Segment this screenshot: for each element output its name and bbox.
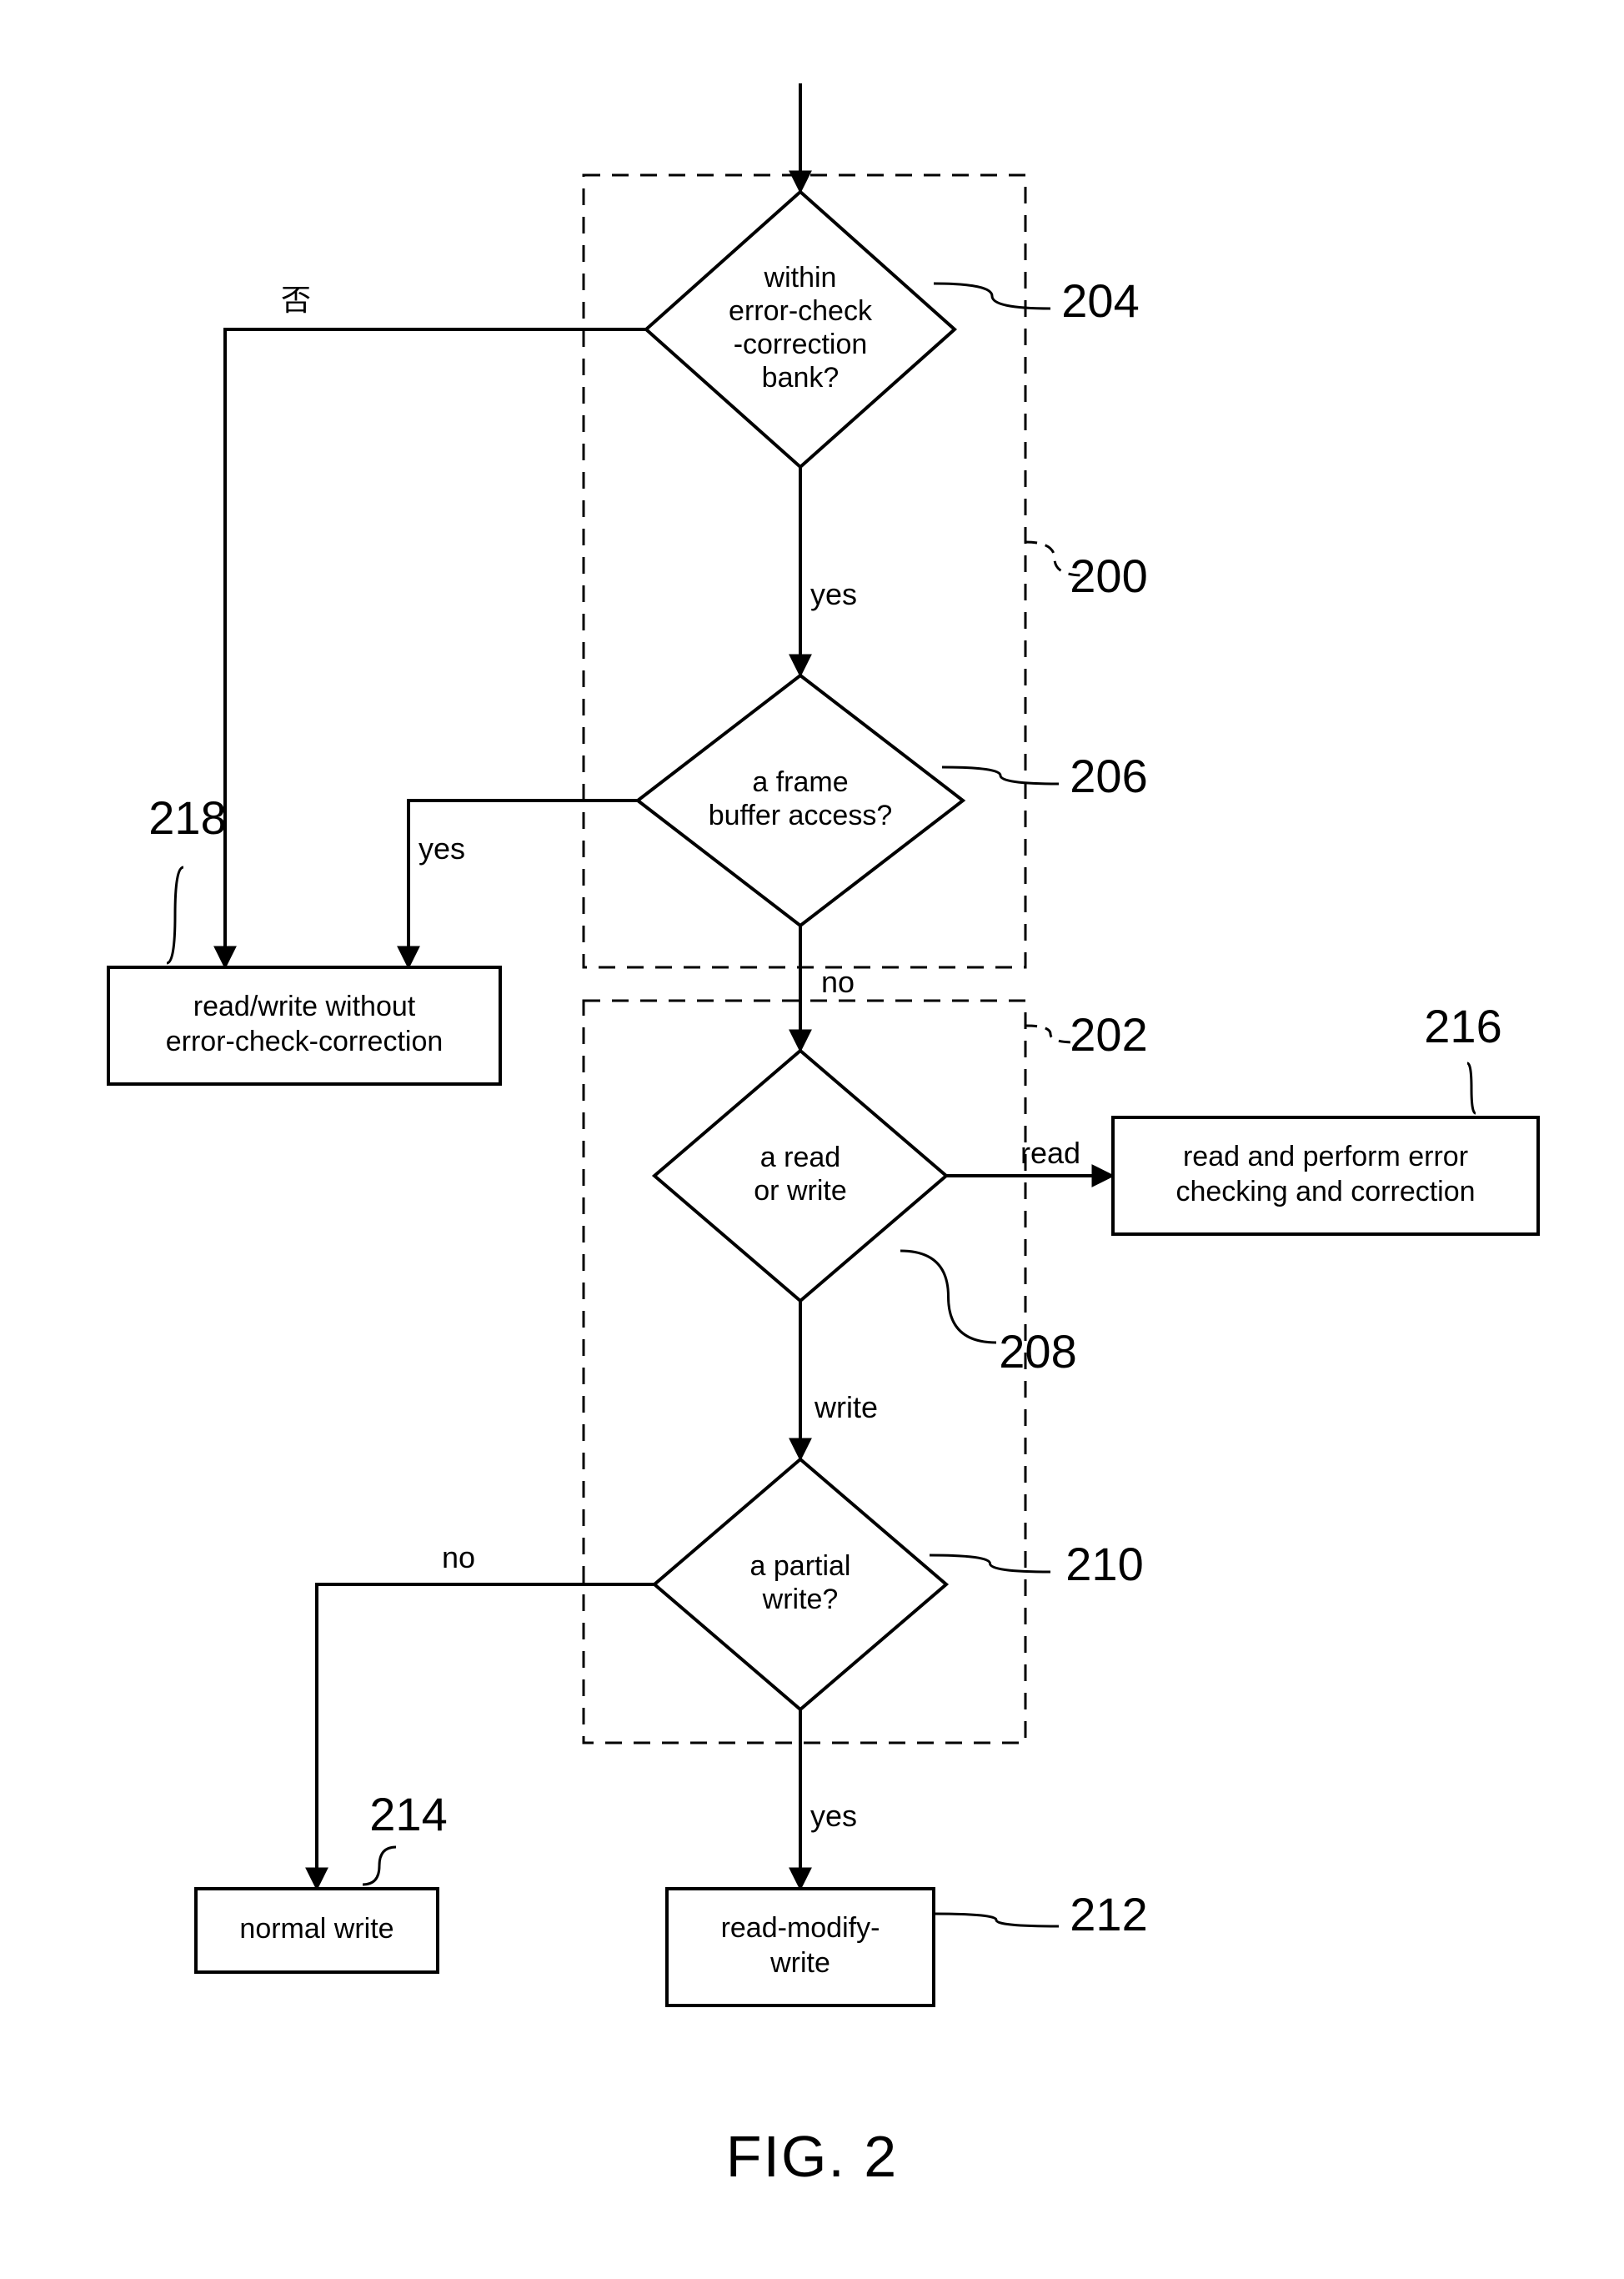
svg-text:a frame: a frame [752, 766, 848, 798]
node-d208: a reador write [654, 1051, 946, 1301]
leader-208 [900, 1251, 996, 1343]
leader-210 [930, 1555, 1050, 1572]
leader-202 [1025, 1026, 1075, 1042]
svg-text:error-check-correction: error-check-correction [166, 1026, 444, 1057]
node-p216: read and perform error checking and corre… [1113, 1117, 1538, 1234]
leader-204 [934, 284, 1050, 309]
node-p212: read-modify-write [667, 1889, 934, 2005]
leader-216 [1467, 1063, 1476, 1113]
edge-label-208-read-216: read [1020, 1136, 1080, 1170]
ref-208: 208 [999, 1325, 1076, 1378]
node-d210: a partialwrite? [654, 1459, 946, 1709]
svg-text:read/write without: read/write without [193, 991, 416, 1022]
svg-text:write: write [769, 1947, 830, 1979]
leader-206 [942, 767, 1059, 784]
leader-214 [363, 1847, 396, 1885]
svg-text:normal write: normal write [239, 1913, 393, 1945]
edge-210-no-214 [317, 1584, 654, 1889]
ref-218: 218 [148, 791, 226, 844]
edge-label-206-no-208: no [821, 965, 855, 999]
svg-text:or write: or write [754, 1175, 846, 1207]
edge-label-208-write-210: write [814, 1390, 878, 1424]
figure-label: FIG. 2 [726, 2124, 898, 2189]
svg-text:a partial: a partial [750, 1550, 851, 1582]
edge-label-204-no-218: 否 [281, 283, 311, 317]
svg-text:-correction: -correction [734, 329, 868, 360]
edge-label-204-yes-206: yes [810, 577, 857, 611]
leader-218 [167, 867, 183, 963]
svg-text:read and perform error: read and perform error [1183, 1141, 1468, 1172]
ref-200: 200 [1070, 550, 1147, 602]
node-d206: a framebuffer access? [638, 675, 963, 926]
ref-204: 204 [1061, 274, 1139, 327]
svg-text:error-check: error-check [729, 295, 873, 327]
svg-text:read-modify-: read-modify- [721, 1912, 880, 1944]
leader-212 [934, 1914, 1059, 1926]
ref-216: 216 [1424, 1000, 1501, 1052]
svg-text:within: within [764, 262, 837, 294]
ref-206: 206 [1070, 750, 1147, 802]
svg-text:checking and correction: checking and correction [1175, 1176, 1475, 1207]
svg-text:buffer access?: buffer access? [709, 800, 893, 831]
edge-206-yes-218 [409, 801, 638, 967]
svg-text:bank?: bank? [762, 362, 840, 394]
svg-text:write?: write? [762, 1584, 839, 1615]
edge-label-210-yes-212: yes [810, 1799, 857, 1833]
ref-212: 212 [1070, 1888, 1147, 1940]
edge-label-206-yes-218: yes [419, 831, 465, 866]
edge-label-210-no-214: no [442, 1540, 475, 1574]
node-d204: withinerror-check-correctionbank? [646, 192, 955, 467]
ref-214: 214 [369, 1788, 447, 1840]
svg-text:a read: a read [760, 1142, 840, 1173]
node-p218: read/write without error-check-correction [108, 967, 500, 1084]
node-p214: normal write [196, 1889, 438, 1972]
ref-202: 202 [1070, 1008, 1147, 1061]
ref-210: 210 [1065, 1538, 1143, 1590]
